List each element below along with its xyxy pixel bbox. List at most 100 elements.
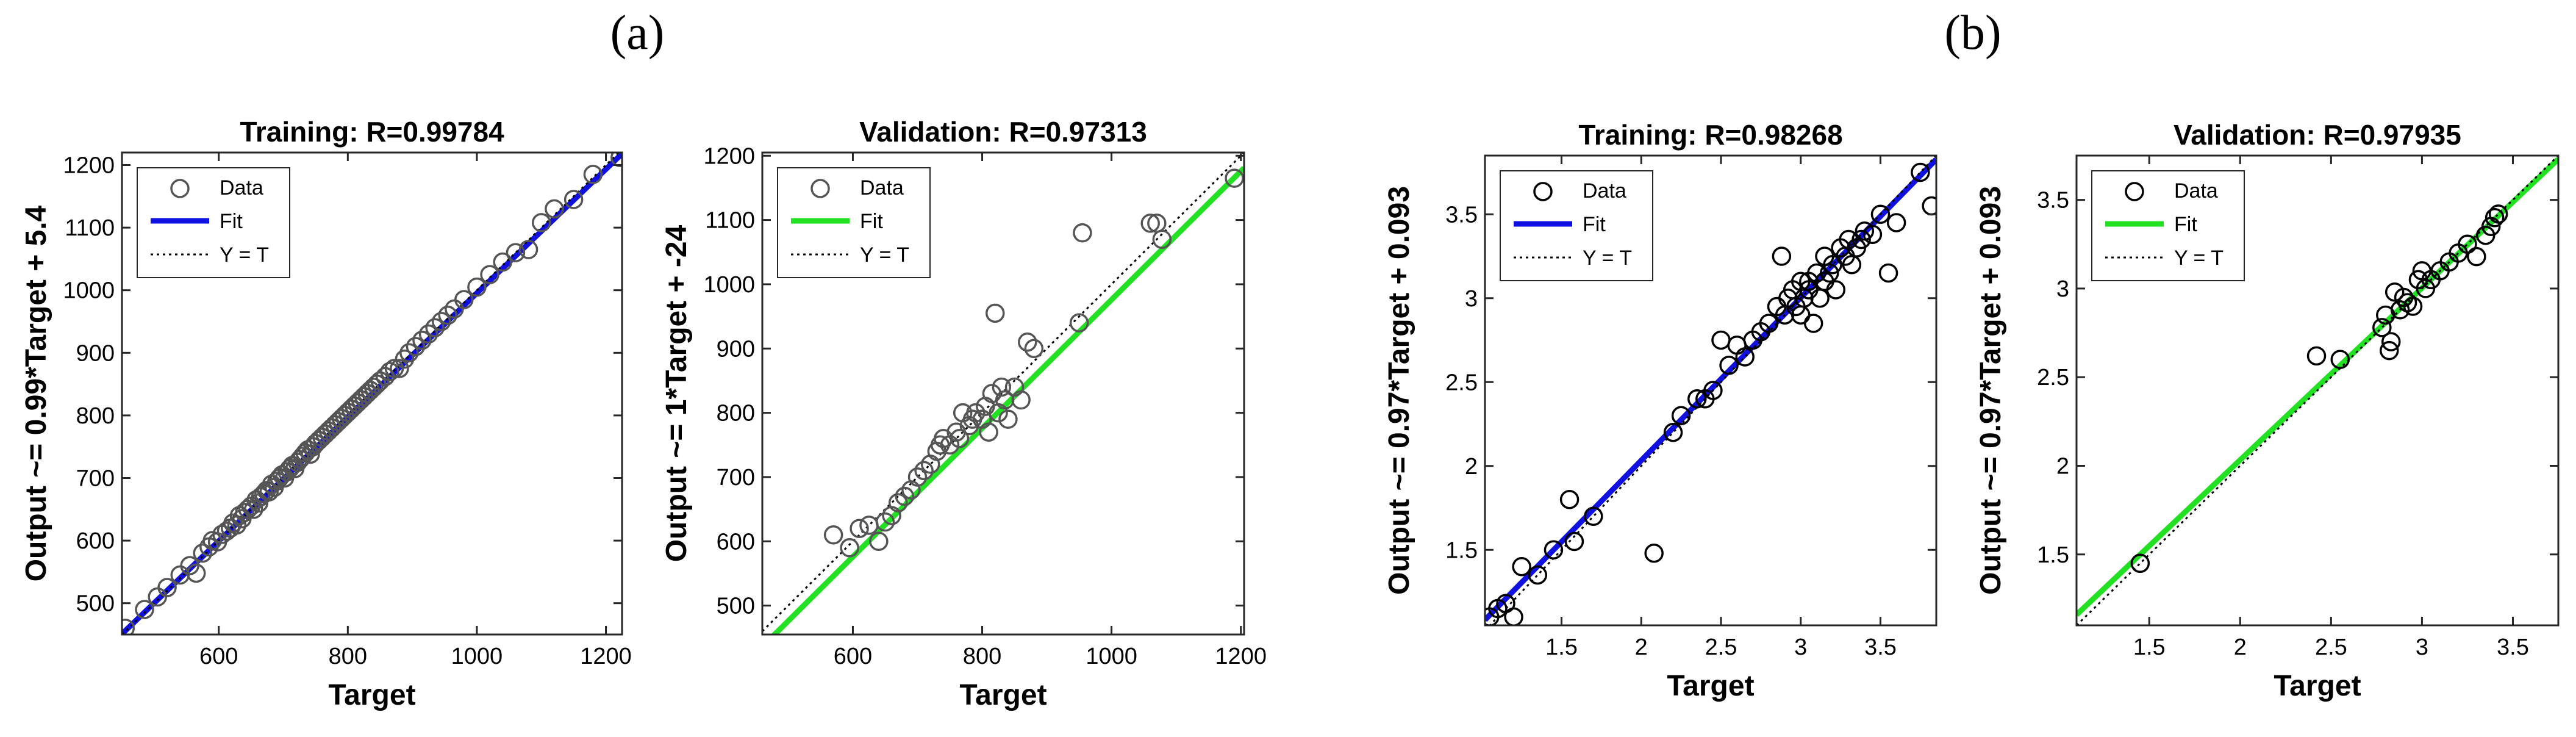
panel-label-a: (a): [610, 6, 665, 60]
x-tick-label: 1.5: [2133, 635, 2166, 660]
legend-entry: Y = T: [220, 243, 269, 267]
data-point: [418, 324, 438, 344]
data-point: [1878, 263, 1898, 283]
chart-3: 1.5 2 2.5 3 3.5 1.5 2 2.5 3 3.5 Training: R=0.9826…: [1383, 119, 1937, 702]
plot-content: [762, 153, 1244, 635]
data-point: [186, 563, 206, 583]
data-point: [2372, 318, 2392, 337]
legend: Data Fit Y = T: [1500, 170, 1653, 281]
data-point: [390, 359, 409, 378]
data-point: [2130, 553, 2150, 573]
y-tick-label: 1200: [703, 143, 755, 169]
y-tick-label: 500: [76, 591, 115, 617]
y-axis-label: Output ~= 1*Target + -24: [660, 225, 693, 562]
legend-entry: Y = T: [2174, 246, 2224, 270]
chart-title: Validation: R=0.97313: [859, 116, 1147, 148]
chart-title: Training: R=0.99784: [240, 116, 504, 148]
y-tick-label: 600: [76, 528, 115, 554]
charts-container: 600 800 1000 1200 500 600 700 800 900 1000 1100 120…: [20, 116, 2560, 711]
y-tick-label: 3.5: [2037, 188, 2069, 214]
chart-title: Training: R=0.98268: [1578, 119, 1842, 151]
legend-entry: Data: [220, 176, 263, 200]
x-tick-label: 800: [963, 644, 1001, 669]
data-point: [1011, 390, 1031, 410]
y-tick-label: 1000: [703, 272, 755, 298]
data-point: [1820, 263, 1839, 283]
x-tick-label: 2: [2234, 635, 2247, 660]
y-tick-label: 2.5: [2037, 365, 2069, 390]
y-tick-label: 1.5: [1445, 537, 1478, 563]
data-point: [2381, 332, 2401, 351]
data-point: [425, 318, 445, 338]
legend-entry: Data: [1583, 179, 1626, 203]
axes-box: [761, 151, 1245, 636]
x-axis-label: Target: [1667, 670, 1754, 702]
data-point: [914, 461, 934, 481]
data-point: [135, 600, 154, 619]
axes-box: [2075, 154, 2560, 627]
x-tick-label: 600: [199, 644, 238, 669]
data-point: [610, 153, 622, 167]
x-tick-label: 3: [2416, 635, 2428, 660]
data-point: [2390, 300, 2410, 320]
y-tick-label: 900: [717, 336, 755, 362]
legend-entry: Fit: [1583, 213, 1606, 236]
data-point: [2485, 207, 2505, 228]
y-axis-label: Output ~= 0.97*Target + 0.093: [1975, 186, 2007, 595]
x-tick-label: 3: [1794, 635, 1807, 660]
data-point: [1018, 332, 1037, 352]
data-point: [2403, 297, 2423, 316]
y-tick-label: 1100: [705, 208, 755, 234]
y-tick-label: 1200: [63, 153, 115, 179]
data-point: [1886, 213, 1906, 232]
data-point: [545, 199, 564, 219]
legend-entry: Data: [860, 176, 904, 200]
data-point: [431, 312, 451, 331]
data-point: [564, 190, 584, 209]
data-point: [1225, 168, 1244, 188]
x-tick-label: 800: [329, 644, 367, 669]
data-point: [1073, 223, 1092, 243]
y-tick-label: 800: [717, 401, 755, 426]
data-point: [480, 265, 499, 284]
data-point: [992, 377, 1012, 397]
panel-label-b: (b): [1944, 6, 2001, 60]
legend: Data Fit Y = T: [777, 167, 931, 278]
identity-line: [2077, 156, 2558, 625]
data-point: [907, 467, 928, 487]
y-tick-label: 1.5: [2037, 542, 2069, 568]
data-point: [380, 362, 399, 381]
data-point: [1663, 423, 1683, 442]
legend: Data Fit Y = T: [137, 167, 290, 278]
data-point: [1512, 557, 1531, 577]
data-point: [1644, 544, 1664, 563]
data-point: [518, 240, 538, 259]
data-point: [2488, 204, 2508, 224]
y-tick-label: 2: [2056, 453, 2069, 479]
data-point: [399, 343, 419, 363]
legend-entry: Y = T: [860, 243, 909, 267]
y-tick-label: 700: [76, 466, 115, 492]
data-point: [1687, 389, 1707, 409]
x-tick-label: 3.5: [2497, 635, 2529, 660]
data-point: [850, 519, 869, 538]
x-tick-label: 1000: [451, 644, 503, 669]
data-point: [998, 409, 1018, 429]
data-point: [235, 503, 254, 522]
data-point: [1069, 313, 1089, 333]
x-tick-label: 1200: [580, 644, 632, 669]
data-point: [2330, 350, 2350, 369]
data-point: [966, 403, 986, 423]
plot-content: [2077, 156, 2558, 625]
legend-data-marker: [1533, 182, 1553, 201]
data-point: [1852, 229, 1871, 250]
data-point: [1559, 490, 1580, 509]
y-tick-label: 3: [2056, 276, 2069, 302]
data-point: [1772, 246, 1792, 266]
data-point: [454, 290, 474, 309]
legend-data-marker: [810, 179, 830, 198]
data-point: [985, 303, 1005, 323]
y-tick-label: 2: [1465, 454, 1478, 480]
data-point: [1152, 229, 1172, 249]
plot-content: [122, 153, 622, 635]
